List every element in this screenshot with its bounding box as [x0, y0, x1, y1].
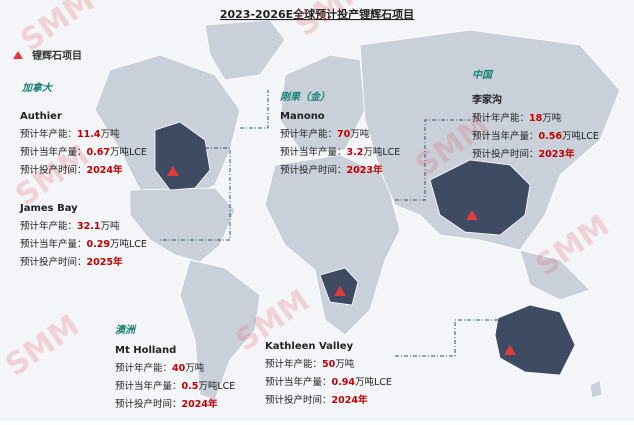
line-unit: 年	[113, 164, 123, 176]
line-label: 预计当年产量：	[20, 146, 87, 158]
project-line: 预计当年产量：0.56万吨LCE	[472, 130, 599, 142]
line-unit: 万吨LCE	[562, 130, 599, 142]
line-label: 预计投产时间：	[115, 398, 182, 410]
line-unit: 万吨	[100, 220, 120, 232]
line-unit: 万吨	[100, 128, 120, 140]
project-name: Mt Holland	[115, 345, 176, 356]
marker	[466, 210, 478, 220]
line-value: 2024	[332, 395, 359, 406]
line-unit: 年	[565, 148, 575, 160]
line-label: 预计年产能：	[20, 220, 77, 232]
line-unit: 年	[113, 256, 123, 268]
line-unit: 万吨	[350, 128, 370, 140]
line-unit: 年	[358, 394, 368, 406]
line-label: 预计年产能：	[265, 358, 322, 370]
connectors	[160, 90, 530, 357]
region-label: 加拿大	[21, 82, 54, 94]
line-label: 预计当年产量：	[280, 146, 347, 158]
line-value: 0.56	[539, 131, 563, 142]
project-line: 预计年产能：11.4万吨	[20, 128, 120, 140]
project-name: Authier	[20, 111, 62, 122]
line-value: 0.67	[87, 147, 110, 158]
world-map	[94, 19, 621, 401]
marker	[334, 286, 346, 296]
project-name: 李家沟	[471, 93, 502, 106]
title: 2023-2026E全球预计投产锂辉石项目	[220, 7, 414, 21]
project-name: Kathleen Valley	[265, 341, 354, 352]
project-line: 预计年产能：32.1万吨	[20, 220, 120, 232]
project-line: 预计投产时间：2023年	[472, 148, 575, 160]
line-label: 预计投产时间：	[280, 164, 347, 176]
line-unit: 万吨	[542, 112, 562, 124]
project-line: 预计年产能：40万吨	[115, 362, 205, 374]
markers	[13, 51, 516, 355]
line-value: 32.1	[77, 221, 100, 232]
line-unit: 万吨	[335, 358, 355, 370]
line-label: 预计投产时间：	[20, 164, 87, 176]
line-value: 0.29	[87, 239, 110, 250]
line-value: 50	[322, 359, 336, 370]
line-label: 预计投产时间：	[265, 394, 332, 406]
project-line: 预计投产时间：2025年	[20, 256, 123, 268]
project-line: 预计投产时间：2024年	[115, 398, 218, 410]
line-value: 40	[172, 363, 186, 374]
marker	[504, 345, 516, 355]
line-label: 预计投产时间：	[20, 256, 87, 268]
line-label: 预计年产能：	[115, 362, 172, 374]
project-line: 预计投产时间：2024年	[265, 394, 368, 406]
region-label: 刚果（金）	[280, 91, 330, 103]
line-label: 预计当年产量：	[265, 376, 332, 388]
line-label: 预计年产能：	[20, 128, 77, 140]
line-value: 0.94	[332, 377, 356, 388]
legend-label: 锂辉石项目	[32, 49, 82, 62]
project-line: 预计当年产量：0.5万吨LCE	[115, 380, 235, 392]
project-line: 预计投产时间：2024年	[20, 164, 123, 176]
line-value: 2023	[347, 165, 373, 176]
region-label: 中国	[472, 69, 494, 81]
legend-marker	[13, 51, 23, 59]
line-value: 2024	[87, 165, 114, 176]
marker	[167, 166, 179, 176]
line-unit: 年	[208, 398, 218, 410]
line-label: 预计年产能：	[472, 112, 529, 124]
line-unit: 万吨	[185, 362, 205, 374]
line-value: 3.2	[347, 147, 364, 158]
line-value: 70	[337, 129, 351, 140]
line-value: 18	[529, 113, 543, 124]
project-line: 预计投产时间：2023年	[280, 164, 383, 176]
project-line: 预计当年产量：0.29万吨LCE	[20, 238, 147, 250]
project-name: Manono	[280, 111, 325, 122]
line-label: 预计当年产量：	[115, 380, 182, 392]
line-label: 预计当年产量：	[472, 130, 539, 142]
region-label: 澳洲	[115, 324, 137, 336]
line-value: 2024	[182, 399, 209, 410]
line-label: 预计投产时间：	[472, 148, 539, 160]
line-unit: 万吨LCE	[355, 376, 392, 388]
line-unit: 年	[373, 164, 383, 176]
line-value: 11.4	[77, 129, 101, 140]
line-label: 预计年产能：	[280, 128, 337, 140]
line-value: 0.5	[182, 381, 199, 392]
line-unit: 万吨LCE	[198, 380, 235, 392]
line-unit: 万吨LCE	[110, 238, 147, 250]
project-name: James Bay	[19, 203, 78, 214]
line-value: 2025	[87, 257, 113, 268]
project-line: 预计年产能：70万吨	[280, 128, 370, 140]
line-value: 2023	[539, 149, 565, 160]
project-line: 预计年产能：18万吨	[472, 112, 562, 124]
project-line: 预计当年产量：0.67万吨LCE	[20, 146, 147, 158]
project-line: 预计当年产量：3.2万吨LCE	[280, 146, 400, 158]
project-line: 预计年产能：50万吨	[265, 358, 355, 370]
line-unit: 万吨LCE	[110, 146, 147, 158]
line-unit: 万吨LCE	[363, 146, 400, 158]
project-line: 预计当年产量：0.94万吨LCE	[265, 376, 392, 388]
line-label: 预计当年产量：	[20, 238, 87, 250]
